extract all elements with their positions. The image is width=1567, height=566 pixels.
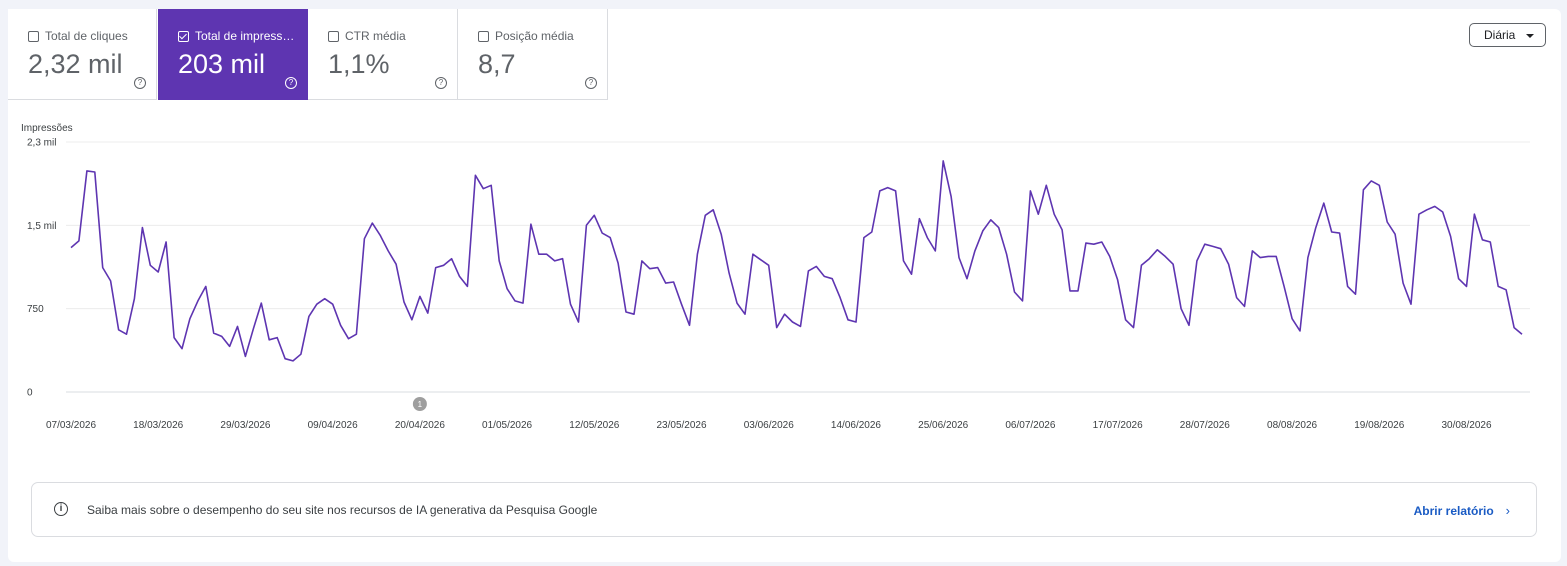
x-tick-label: 08/08/2026 <box>1267 420 1317 431</box>
x-tick-label: 17/07/2026 <box>1093 420 1143 431</box>
checkbox-checked-icon[interactable] <box>178 30 189 42</box>
metric-ctr[interactable]: CTR média 1,1% ? <box>308 9 458 100</box>
x-tick-label: 25/06/2026 <box>918 420 968 431</box>
metric-value: 8,7 <box>478 49 516 79</box>
y-tick-label: 750 <box>27 304 44 315</box>
metric-value: 2,32 mil <box>28 49 123 79</box>
x-tick-label: 06/07/2026 <box>1005 420 1055 431</box>
x-tick-label: 01/05/2026 <box>482 420 532 431</box>
x-tick-label: 19/08/2026 <box>1354 420 1404 431</box>
open-report-label: Abrir relatório <box>1413 503 1494 518</box>
impressions-series-line <box>70 160 1523 362</box>
x-tick-label: 18/03/2026 <box>133 420 183 431</box>
open-report-link[interactable]: Abrir relatório › <box>1414 503 1510 518</box>
x-tick-label: 23/05/2026 <box>656 420 706 431</box>
dropdown-label: Diária <box>1484 28 1516 42</box>
metric-value: 1,1% <box>328 49 390 79</box>
x-tick-label: 07/03/2026 <box>46 420 96 431</box>
impressions-line-chart: 0 750 1,5 mil 2,3 mil 07/03/2026 18/03/2026 29… <box>27 138 1530 431</box>
help-icon[interactable]: ? <box>585 77 597 89</box>
x-tick-label: 28/07/2026 <box>1180 420 1230 431</box>
help-icon[interactable]: ? <box>134 77 146 89</box>
x-tick-label: 29/03/2026 <box>220 420 270 431</box>
ai-features-banner: i Saiba mais sobre o desempenho do seu s… <box>31 482 1537 537</box>
y-tick-label: 1,5 mil <box>27 221 56 232</box>
checkbox-icon[interactable] <box>28 30 39 42</box>
y-tick-label: 0 <box>27 388 33 399</box>
y-tick-label: 2,3 mil <box>27 138 56 149</box>
checkbox-icon[interactable] <box>328 30 339 42</box>
x-tick-label: 09/04/2026 <box>308 420 358 431</box>
metric-total-impressions[interactable]: Total de impressões 203 mil ? <box>158 9 308 100</box>
performance-card: Total de cliques 2,32 mil ? Total de imp… <box>8 9 1561 562</box>
help-icon[interactable]: ? <box>285 77 297 89</box>
annotation-marker <box>412 397 427 411</box>
x-tick-label: 30/08/2026 <box>1441 420 1491 431</box>
x-tick-label: 14/06/2026 <box>831 420 881 431</box>
checkbox-icon[interactable] <box>478 30 489 42</box>
help-icon[interactable]: ? <box>435 77 447 89</box>
granularity-dropdown[interactable]: Diária <box>1469 23 1546 47</box>
banner-text: Saiba mais sobre o desempenho do seu sit… <box>87 503 598 517</box>
metric-total-clicks[interactable]: Total de cliques 2,32 mil ? <box>8 9 157 100</box>
info-icon: i <box>54 502 68 516</box>
annotation-label: 1 <box>418 400 423 409</box>
chevron-right-icon: › <box>1505 503 1510 518</box>
metric-position[interactable]: Posição média 8,7 ? <box>458 9 608 100</box>
caret-down-icon <box>1526 34 1534 38</box>
x-tick-label: 03/06/2026 <box>744 420 794 431</box>
metric-value: 203 mil <box>178 49 266 79</box>
x-tick-label: 20/04/2026 <box>395 420 445 431</box>
x-tick-label: 12/05/2026 <box>569 420 619 431</box>
y-axis-title: Impressões <box>21 123 73 134</box>
